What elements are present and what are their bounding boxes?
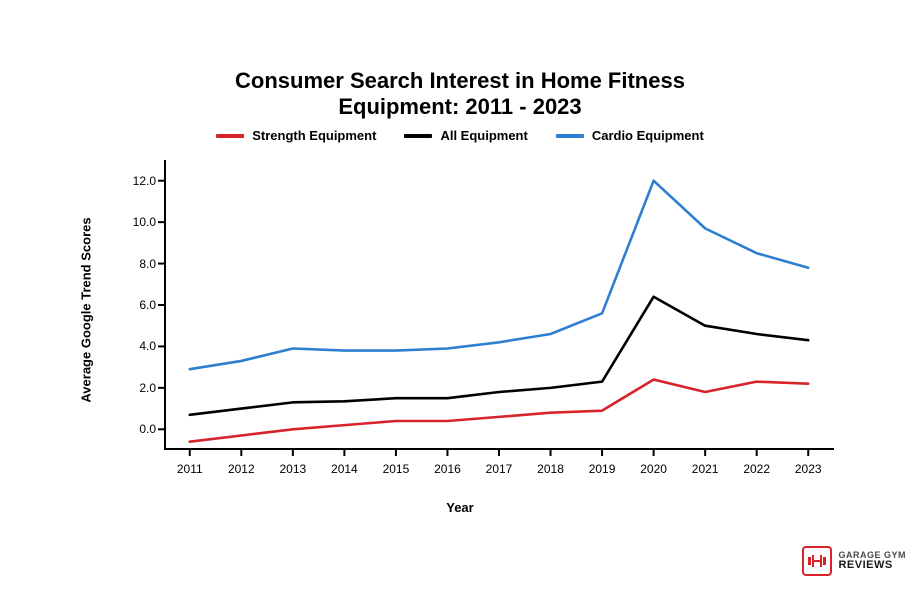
legend-item-all: All Equipment bbox=[404, 128, 527, 143]
series-line-cardio bbox=[190, 181, 808, 370]
x-axis-label: Year bbox=[0, 500, 920, 515]
x-tick-label: 2020 bbox=[640, 462, 667, 476]
y-axis-label: Average Google Trend Scores bbox=[79, 217, 94, 402]
x-tick-label: 2021 bbox=[692, 462, 719, 476]
x-tick-label: 2012 bbox=[228, 462, 255, 476]
y-tick-label: 4.0 bbox=[139, 339, 156, 353]
chart-title-line1: Consumer Search Interest in Home Fitness bbox=[235, 68, 685, 93]
legend-item-cardio: Cardio Equipment bbox=[556, 128, 704, 143]
x-tick-label: 2018 bbox=[537, 462, 564, 476]
y-tick-label: 10.0 bbox=[133, 215, 156, 229]
plot-area: 0.02.04.06.08.010.012.020112012201320142… bbox=[164, 160, 834, 450]
brand-icon bbox=[802, 546, 832, 576]
legend-label: Cardio Equipment bbox=[592, 128, 704, 143]
chart-title: Consumer Search Interest in Home Fitness… bbox=[0, 68, 920, 121]
legend-swatch bbox=[216, 134, 244, 138]
y-tick-label: 0.0 bbox=[139, 422, 156, 436]
x-tick-label: 2017 bbox=[486, 462, 513, 476]
x-tick-label: 2016 bbox=[434, 462, 461, 476]
series-line-all bbox=[190, 297, 808, 415]
x-tick-label: 2023 bbox=[795, 462, 822, 476]
series-line-strength bbox=[190, 380, 808, 442]
x-tick-label: 2013 bbox=[279, 462, 306, 476]
legend-label: Strength Equipment bbox=[252, 128, 376, 143]
dumbbell-icon bbox=[808, 555, 826, 567]
y-tick-label: 2.0 bbox=[139, 381, 156, 395]
brand-watermark: GARAGE GYM REVIEWS bbox=[802, 546, 906, 576]
x-tick-label: 2022 bbox=[743, 462, 770, 476]
chart-title-line2: Equipment: 2011 - 2023 bbox=[338, 94, 581, 119]
chart-lines bbox=[164, 160, 834, 450]
page-root: Consumer Search Interest in Home Fitness… bbox=[0, 0, 920, 590]
legend-label: All Equipment bbox=[440, 128, 527, 143]
x-tick-label: 2019 bbox=[589, 462, 616, 476]
y-tick-label: 12.0 bbox=[133, 174, 156, 188]
x-tick-label: 2015 bbox=[383, 462, 410, 476]
legend-item-strength: Strength Equipment bbox=[216, 128, 376, 143]
x-tick-label: 2014 bbox=[331, 462, 358, 476]
y-tick-label: 8.0 bbox=[139, 257, 156, 271]
brand-text-line2: REVIEWS bbox=[838, 560, 906, 572]
y-tick-label: 6.0 bbox=[139, 298, 156, 312]
legend-swatch bbox=[404, 134, 432, 138]
legend-swatch bbox=[556, 134, 584, 138]
brand-text: GARAGE GYM REVIEWS bbox=[838, 551, 906, 572]
legend: Strength Equipment All Equipment Cardio Eq… bbox=[0, 128, 920, 143]
x-tick-label: 2011 bbox=[177, 462, 203, 476]
